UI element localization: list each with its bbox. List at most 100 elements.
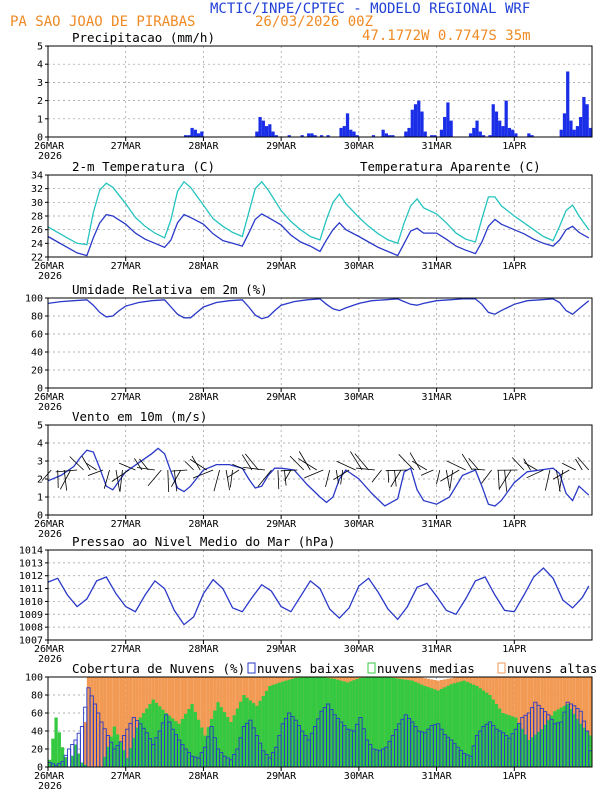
- precip-bar: [274, 135, 278, 137]
- y-tick-label: 1009: [19, 610, 43, 621]
- cloud-bar-nuvens-medias: [352, 680, 356, 767]
- x-tick-label: 29MAR: [266, 392, 297, 403]
- cloud-bar-nuvens-altas: [135, 677, 139, 767]
- cloud-bar-nuvens-altas: [206, 677, 210, 767]
- cloud-bar-nuvens-medias: [255, 705, 259, 767]
- x-year-label: 2026: [38, 781, 62, 792]
- wind-arrow: [523, 462, 538, 471]
- cloud-bar-nuvens-medias: [585, 731, 589, 767]
- wind-arrow: [499, 469, 512, 489]
- wind-arrow: [69, 456, 84, 471]
- panel-4: 0 1 2 3 4 5 26MAR 27MAR 28MAR 29MAR 30MAR 31MAR 1APR…: [34, 409, 593, 540]
- y-tick-label: 1010: [19, 597, 43, 608]
- wind-arrow: [409, 452, 421, 471]
- wind-arrow: [87, 469, 104, 477]
- y-tick-label: 2: [37, 475, 43, 486]
- x-tick-label: 29MAR: [266, 771, 297, 782]
- cloud-bar-nuvens-medias: [456, 682, 460, 767]
- x-tick-label: 28MAR: [188, 392, 219, 403]
- cloud-bar-nuvens-medias: [423, 686, 427, 767]
- cloud-bar-nuvens-medias: [336, 679, 340, 767]
- cloud-bar-nuvens-medias: [468, 683, 473, 767]
- cloud-bar-nuvens-medias: [148, 704, 152, 767]
- y-tick-label: 40: [31, 727, 43, 738]
- precip-bar: [585, 104, 589, 137]
- precip-bar: [413, 104, 418, 137]
- cloud-bar-nuvens-medias: [245, 697, 249, 767]
- panel-frame: [47, 424, 593, 516]
- apparent-temp-legend: Temperatura Aparente (C): [360, 159, 541, 174]
- cloud-bar-nuvens-medias: [184, 713, 188, 767]
- panel-title: Cobertura de Nuvens (%): [72, 661, 245, 676]
- cloud-bar-nuvens-medias: [365, 677, 369, 767]
- wind-arrow: [103, 469, 110, 489]
- legend-swatch: [247, 662, 256, 674]
- cloud-bar-nuvens-medias: [397, 678, 401, 767]
- x-tick-label: 28MAR: [188, 519, 219, 530]
- wind-arrow: [257, 469, 272, 487]
- x-tick-label: 30MAR: [344, 771, 375, 782]
- wind-arrow: [468, 458, 479, 471]
- y-tick-label: 3: [37, 78, 43, 89]
- wind-arrow: [472, 468, 486, 471]
- precip-bar: [514, 133, 518, 137]
- cloud-bar-nuvens-medias: [60, 747, 65, 767]
- wind-arrow: [304, 469, 324, 479]
- precip-bar: [430, 135, 434, 137]
- wind-arrow: [118, 462, 136, 471]
- wind-arrow: [283, 469, 287, 486]
- cloud-bar-nuvens-medias: [530, 737, 534, 767]
- x-tick-label: 30MAR: [344, 141, 375, 152]
- cloud-bar-nuvens-medias: [73, 744, 78, 767]
- cloud-bar-nuvens-medias: [533, 734, 537, 767]
- cloud-bar-nuvens-medias: [536, 731, 541, 767]
- legend-label: nuvens altas: [507, 661, 597, 676]
- wind-arrow: [394, 469, 397, 487]
- wind-arrow: [115, 469, 121, 492]
- wind-arrow: [184, 461, 194, 471]
- precip-bar: [446, 102, 450, 137]
- y-tick-label: 28: [31, 212, 43, 223]
- cloud-bar-nuvens-baixas: [79, 726, 85, 768]
- precip-bar: [498, 120, 502, 137]
- y-tick-label: 1012: [19, 571, 43, 582]
- cloud-bar-nuvens-medias: [80, 762, 84, 767]
- precip-bar: [268, 124, 272, 137]
- wind-arrow: [504, 469, 508, 492]
- cloud-bar-nuvens-medias: [329, 678, 333, 767]
- y-tick-label: 2: [37, 96, 43, 107]
- cloud-bar-nuvens-altas: [93, 677, 97, 767]
- x-tick-label: 1APR: [502, 644, 527, 655]
- x-tick-label: 29MAR: [266, 261, 297, 272]
- wind-arrow: [86, 462, 97, 471]
- y-tick-label: 32: [31, 184, 43, 195]
- cloud-bar-nuvens-medias: [579, 723, 583, 767]
- wind-arrow: [387, 469, 390, 483]
- cloud-bar-nuvens-medias: [342, 681, 346, 767]
- cloud-bar-nuvens-medias: [216, 702, 220, 767]
- cloud-bar-nuvens-medias: [446, 685, 450, 767]
- panel-frame: [47, 297, 593, 389]
- precip-bar: [310, 133, 314, 137]
- x-year-label: 2026: [38, 529, 62, 540]
- wind-arrow: [350, 451, 363, 471]
- cloud-bar-nuvens-medias: [491, 699, 495, 767]
- cloud-bar-nuvens-medias: [141, 713, 146, 767]
- cloud-bar-nuvens-altas: [103, 677, 107, 767]
- precip-bar: [388, 135, 392, 137]
- precip-bar: [184, 135, 188, 137]
- cloud-bar-nuvens-altas: [533, 677, 537, 767]
- wind-arrow: [461, 453, 473, 471]
- wind-arrow: [243, 466, 266, 471]
- cloud-bar-nuvens-medias: [572, 713, 576, 767]
- y-tick-label: 1014: [19, 546, 43, 557]
- wind-arrow: [559, 469, 564, 491]
- wind-arrow: [440, 469, 460, 482]
- wind-arrow: [41, 469, 52, 481]
- cloud-bar-nuvens-altas: [112, 677, 116, 767]
- cloud-bar-nuvens-medias: [128, 747, 133, 767]
- x-tick-label: 31MAR: [422, 392, 453, 403]
- cloud-bar-nuvens-medias: [507, 715, 512, 767]
